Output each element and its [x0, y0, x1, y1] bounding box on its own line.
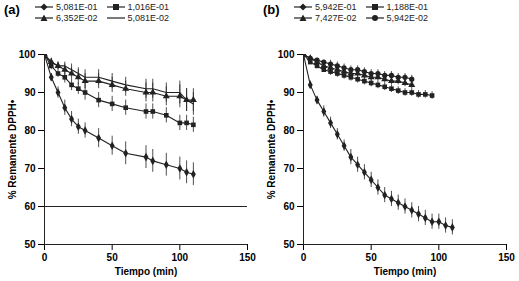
- svg-text:90: 90: [283, 87, 295, 98]
- svg-text:100: 100: [278, 49, 295, 60]
- svg-text:100: 100: [430, 252, 447, 263]
- html-text:5,081E-02: 5,081E-02: [127, 13, 170, 23]
- svg-text:100: 100: [19, 49, 36, 60]
- svg-text:50: 50: [107, 252, 119, 263]
- svg-text:Tiempo (min): Tiempo (min): [374, 266, 437, 277]
- svg-text:90: 90: [24, 87, 36, 98]
- html-text:(a): (a): [4, 2, 20, 17]
- svg-text:70: 70: [283, 163, 295, 174]
- html-text:1,188E-01: 1,188E-01: [386, 2, 429, 12]
- html-text:5,942E-02: 5,942E-02: [386, 13, 429, 23]
- svg-text:150: 150: [239, 252, 256, 263]
- html-text:5,081E-01: 5,081E-01: [56, 2, 98, 12]
- svg-text:70: 70: [24, 163, 36, 174]
- svg-text:50: 50: [366, 252, 378, 263]
- svg-text:% Remanente DPPH•: % Remanente DPPH•: [266, 99, 277, 199]
- svg-text:80: 80: [283, 125, 295, 136]
- svg-text:0: 0: [42, 252, 48, 263]
- svg-text:60: 60: [283, 201, 295, 212]
- html-text:6,352E-02: 6,352E-02: [56, 13, 98, 23]
- html-text:7,427E-02: 7,427E-02: [315, 13, 357, 23]
- svg-text:% Remanente DPPH•: % Remanente DPPH•: [7, 99, 18, 199]
- svg-text:150: 150: [498, 252, 515, 263]
- svg-text:50: 50: [283, 239, 295, 250]
- html-text:1,016E-01: 1,016E-01: [127, 2, 170, 12]
- svg-text:0: 0: [301, 252, 307, 263]
- html-text:(b): (b): [263, 2, 280, 17]
- svg-text:50: 50: [24, 239, 36, 250]
- svg-text:60: 60: [24, 201, 36, 212]
- svg-text:80: 80: [24, 125, 36, 136]
- svg-text:Tiempo (min): Tiempo (min): [115, 266, 178, 277]
- html-text:5,942E-01: 5,942E-01: [315, 2, 357, 12]
- svg-text:100: 100: [171, 252, 188, 263]
